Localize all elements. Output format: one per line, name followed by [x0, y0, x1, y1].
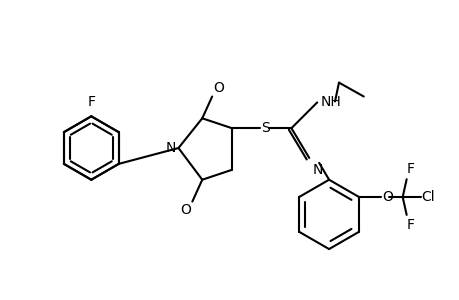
Text: F: F [406, 218, 414, 232]
Text: O: O [180, 203, 191, 218]
Text: N: N [165, 141, 175, 155]
Text: O: O [213, 80, 224, 94]
Text: N: N [312, 163, 322, 177]
Text: S: S [260, 121, 269, 135]
Text: NH: NH [319, 95, 340, 110]
Text: F: F [87, 95, 95, 110]
Text: F: F [406, 162, 414, 176]
Text: Cl: Cl [420, 190, 434, 204]
Text: O: O [381, 190, 392, 204]
